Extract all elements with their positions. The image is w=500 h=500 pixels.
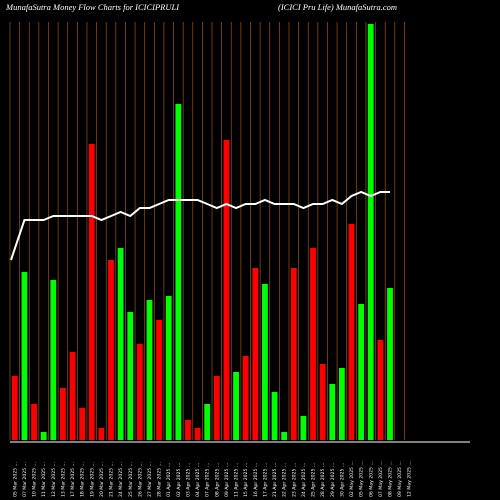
x-tick-label: 21 Apr 2025 ... [272, 463, 278, 497]
chart-title: MunafaSutra Money Flow Charts for ICICIP… [5, 2, 180, 12]
bar-outflow [88, 144, 95, 440]
bar-inflow [175, 104, 182, 440]
x-tick-label: 22 Apr 2025 ... [282, 463, 288, 497]
bar-inflow [165, 296, 172, 440]
bar-inflow [40, 432, 47, 440]
bar-inflow [50, 280, 57, 440]
x-tick-label: 17 Mar 2025 ... [70, 462, 76, 497]
x-tick-label: 07 May 2025 ... [378, 461, 384, 497]
bar-outflow [156, 320, 163, 440]
bar-outflow [223, 140, 230, 440]
bar-series [11, 24, 393, 440]
bar-outflow [108, 260, 114, 440]
x-tick-label: 16 Apr 2025 ... [253, 463, 259, 497]
bar-outflow [310, 248, 316, 440]
x-tick-label: 07 Apr 2025 ... [205, 463, 211, 497]
x-tick-label: 18 Mar 2025 ... [80, 462, 86, 497]
x-tick-label: 12 Mar 2025 ... [51, 462, 57, 497]
bar-inflow [117, 248, 124, 440]
money-flow-line [10, 190, 390, 261]
x-axis-tick-labels: 05 Mar 2025 ... 07 Mar 2025 ... 10 Mar 202… [12, 461, 412, 497]
bar-outflow [185, 420, 191, 440]
x-tick-label: 11 Mar 2025 ... [41, 462, 47, 497]
x-tick-label: 13 Mar 2025 ... [60, 462, 66, 497]
x-tick-label: 28 Mar 2025 ... [157, 462, 163, 497]
bar-inflow [387, 288, 393, 440]
x-tick-label: 26 Mar 2025 ... [137, 462, 143, 497]
x-tick-label: 21 Mar 2025 ... [109, 462, 115, 497]
bar-outflow [11, 376, 18, 440]
x-tick-label: 02 May 2025 ... [349, 461, 355, 497]
x-tick-label: 04 Apr 2025 ... [195, 463, 201, 497]
bar-outflow [31, 404, 37, 440]
x-tick-label: 29 Apr 2025 ... [330, 463, 336, 497]
x-tick-label: 01 Apr 2025 ... [166, 463, 172, 497]
x-tick-label: 08 May 2025 ... [387, 461, 393, 497]
bar-outflow [319, 364, 326, 440]
x-tick-label: 06 May 2025 ... [368, 461, 374, 497]
bar-inflow [281, 432, 288, 440]
x-tick-label: 30 Apr 2025 ... [339, 463, 345, 497]
bar-outflow [213, 376, 220, 440]
bar-outflow [290, 268, 297, 440]
x-tick-label: 12 May 2025 ... [407, 461, 413, 497]
bar-inflow [338, 368, 345, 440]
bar-outflow [348, 224, 355, 440]
x-tick-label: 08 Apr 2025 ... [214, 463, 220, 497]
x-tick-label: 05 Mar 2025 ... [12, 462, 18, 497]
bar-outflow [79, 408, 86, 440]
bar-inflow [204, 404, 211, 440]
bar-outflow [136, 344, 143, 440]
bar-inflow [127, 312, 134, 440]
x-tick-label: 05 May 2025 ... [359, 461, 365, 497]
x-tick-label: 25 Apr 2025 ... [311, 463, 317, 497]
bar-outflow [60, 388, 66, 440]
grid-lines [9, 22, 405, 440]
x-tick-label: 19 Mar 2025 ... [89, 462, 95, 497]
x-tick-label: 23 Apr 2025 ... [291, 463, 297, 497]
x-tick-label: 02 Apr 2025 ... [176, 463, 182, 497]
x-tick-label: 15 Apr 2025 ... [243, 463, 249, 497]
x-tick-label: 09 May 2025 ... [397, 461, 403, 497]
bar-outflow [377, 340, 384, 440]
bar-inflow [271, 392, 278, 440]
bar-inflow [367, 24, 374, 440]
x-tick-label: 11 Apr 2025 ... [234, 463, 240, 497]
x-tick-label: 24 Apr 2025 ... [301, 463, 307, 497]
x-tick-label: 28 Apr 2025 ... [320, 463, 326, 497]
x-tick-label: 24 Mar 2025 ... [118, 462, 124, 497]
bar-outflow [98, 428, 105, 440]
bar-inflow [262, 284, 268, 440]
x-tick-label: 10 Mar 2025 ... [32, 462, 38, 497]
bar-outflow [252, 268, 259, 440]
chart-subtitle: (ICICI Pru Life) MunafaSutra.com [278, 2, 397, 12]
bar-inflow [329, 384, 336, 440]
bar-outflow [194, 428, 201, 440]
x-tick-label: 03 Apr 2025 ... [185, 463, 191, 497]
bar-inflow [358, 304, 365, 440]
x-tick-label: 17 Apr 2025 ... [262, 463, 268, 497]
bar-outflow [242, 356, 249, 440]
x-tick-label: 27 Mar 2025 ... [147, 462, 153, 497]
x-tick-label: 20 Mar 2025 ... [99, 462, 105, 497]
bar-inflow [233, 372, 239, 440]
x-tick-label: 07 Mar 2025 ... [22, 462, 28, 497]
bar-inflow [21, 272, 28, 440]
x-tick-label: 09 Apr 2025 ... [224, 463, 230, 497]
x-tick-label: 25 Mar 2025 ... [128, 462, 134, 497]
bar-inflow [146, 300, 153, 440]
bar-inflow [300, 416, 307, 440]
bar-outflow [69, 352, 76, 440]
